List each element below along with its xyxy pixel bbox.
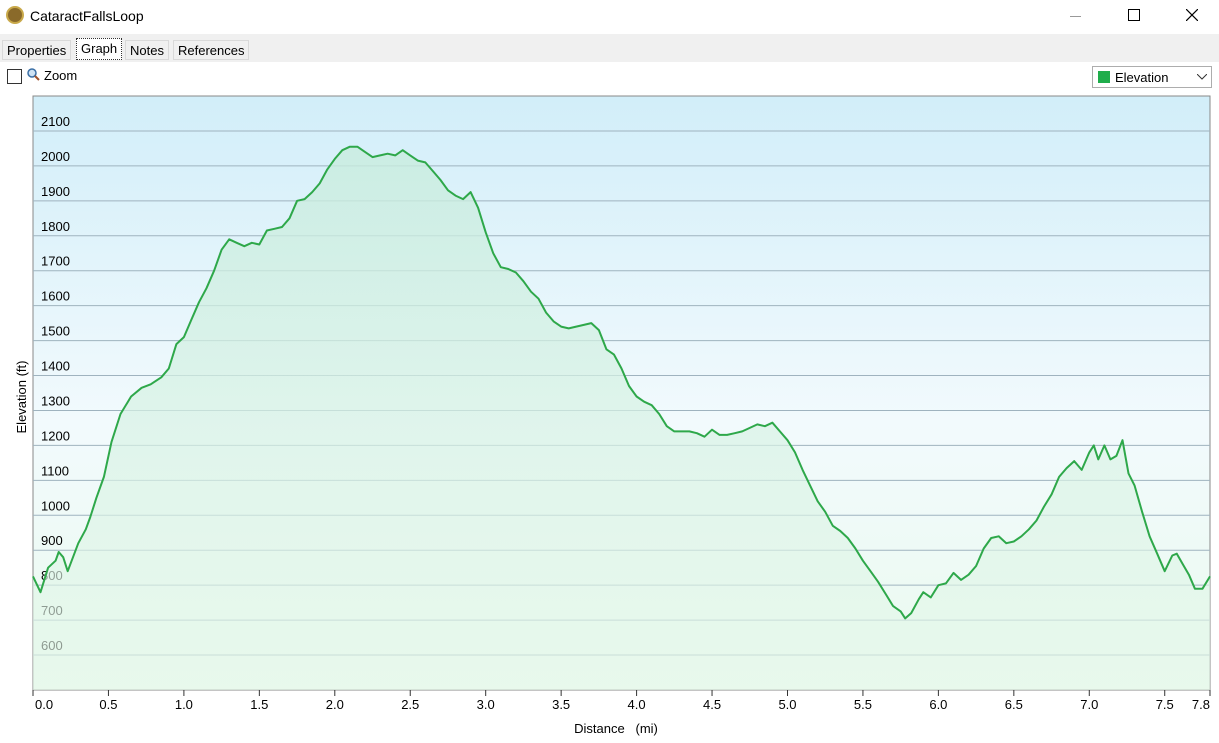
y-tick-label: 800	[41, 568, 63, 583]
y-axis-label: Elevation (ft)	[14, 361, 29, 434]
x-tick-label: 1.0	[175, 697, 193, 712]
legend-swatch	[1098, 71, 1110, 83]
y-tick-label: 1700	[41, 254, 70, 269]
y-tick-label: 1300	[41, 393, 70, 408]
tab[interactable]: Graph	[76, 38, 123, 60]
y-tick-label: 1600	[41, 289, 70, 304]
tab[interactable]: References	[173, 40, 250, 60]
x-tick-label: 7.8	[1192, 697, 1210, 712]
window-title: CataractFallsLoop	[30, 8, 144, 24]
zoom-checkbox[interactable]	[7, 69, 22, 84]
y-tick-label: 1500	[41, 324, 70, 339]
x-tick-label: 4.5	[703, 697, 721, 712]
x-tick-label: 2.5	[401, 697, 419, 712]
x-axis-label: Distance (mi)	[574, 721, 658, 736]
x-tick-label: 6.0	[929, 697, 947, 712]
x-tick-label: 1.5	[250, 697, 268, 712]
dropdown-label: Elevation	[1115, 70, 1169, 85]
x-tick-label: 5.5	[854, 697, 872, 712]
zoom-icon	[27, 68, 40, 81]
plot-area	[32, 95, 1211, 691]
app-icon	[6, 6, 24, 24]
maximize[interactable]	[1128, 9, 1140, 21]
x-tick-label: 7.5	[1156, 697, 1174, 712]
x-tick-label: 6.5	[1005, 697, 1023, 712]
x-tick-label: 3.0	[477, 697, 495, 712]
dropdown-arrow	[1197, 74, 1207, 80]
y-tick-label: 600	[41, 638, 63, 653]
area-fill	[33, 146, 1210, 690]
elevation-line	[32, 145, 1211, 620]
tab[interactable]: Properties	[2, 40, 72, 60]
zoom-label: Zoom	[44, 68, 78, 83]
x-tick-label: 0.5	[99, 697, 117, 712]
close[interactable]	[1186, 9, 1198, 21]
y-tick-label: 1900	[41, 184, 70, 199]
x-tick-label: 2.0	[326, 697, 344, 712]
y-tick-label: 1400	[41, 359, 70, 374]
y-tick-label: 2000	[41, 149, 70, 164]
y-tick-label: 900	[41, 533, 63, 548]
y-tick-label: 700	[41, 603, 63, 618]
y-tick-label: 1000	[41, 498, 70, 513]
y-tick-label: 1200	[41, 428, 70, 443]
y-tick-label: 1800	[41, 219, 70, 234]
x-tick-label: 4.0	[628, 697, 646, 712]
tab[interactable]: Notes	[125, 40, 169, 60]
series-dropdown[interactable]: Elevation	[1092, 66, 1212, 88]
x-tick-label: 7.0	[1080, 697, 1098, 712]
title-bar: CataractFallsLoop	[0, 0, 1219, 34]
minimize[interactable]	[1070, 16, 1081, 17]
x-tick-label: 0.0	[35, 697, 53, 712]
y-tick-label: 2100	[41, 114, 70, 129]
x-tick-label: 3.5	[552, 697, 570, 712]
y-tick-label: 1100	[41, 463, 69, 478]
x-tick-label: 5.0	[778, 697, 796, 712]
